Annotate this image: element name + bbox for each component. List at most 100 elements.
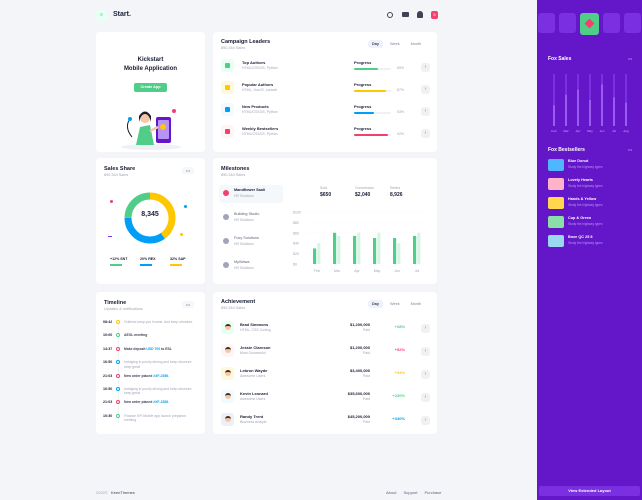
x-tick-label: Jun xyxy=(394,269,400,273)
milestone-item[interactable]: MyWawa HR Solutions xyxy=(219,257,283,275)
timeline-dot xyxy=(116,360,120,365)
sales-share-subtitle: 890,344 Sales xyxy=(104,173,129,177)
fox-bar-track xyxy=(553,74,555,126)
bestseller-item[interactable]: Cup & Green Study the highway types xyxy=(548,215,638,230)
campaign-leaders-card: Campaign Leaders 890,344 Sales Day Week … xyxy=(213,32,437,152)
footer-year: 2022© xyxy=(96,490,108,495)
achievement-status: Paid xyxy=(362,420,370,424)
tab-week[interactable]: Week xyxy=(389,42,400,46)
bestseller-item[interactable]: Blue Donut Study the highway types xyxy=(548,158,638,173)
row-arrow-button[interactable]: › xyxy=(421,63,430,72)
tab-month[interactable]: Month xyxy=(410,302,422,306)
fox-sales-menu-icon[interactable]: ••• xyxy=(628,56,633,61)
achievement-name[interactable]: Lebron Wayde xyxy=(240,368,268,373)
row-arrow-button[interactable]: › xyxy=(421,129,430,138)
timeline-item: 10:00 AEOL meeting xyxy=(96,332,205,345)
kickstart-illustration xyxy=(121,109,181,150)
achievement-name[interactable]: Brad Simmons xyxy=(240,322,269,327)
timeline-time: 16:50 xyxy=(103,360,113,365)
campaign-row-icon-glyph xyxy=(225,63,230,68)
tab-day[interactable]: Day xyxy=(368,300,383,308)
row-arrow-button[interactable]: › xyxy=(421,370,430,379)
notification-badge[interactable]: 5 xyxy=(431,11,438,19)
view-extended-layout-button[interactable]: View Extended Layout xyxy=(539,486,640,496)
milestone-stat-value: $2,040 xyxy=(355,192,371,198)
milestone-item[interactable]: Mandflower Saoli HR Solutions xyxy=(219,185,283,203)
sidebar-tab-extra[interactable] xyxy=(624,13,641,33)
achievement-tabs: Day Week Month xyxy=(368,300,425,308)
milestones-subtitle: 890,344 Sales xyxy=(221,173,246,177)
campaign-row-icon-glyph xyxy=(225,107,230,112)
kickstart-title: Kickstart xyxy=(137,57,164,63)
avatar-face-icon xyxy=(224,346,231,353)
achievement-percent: +340% xyxy=(392,416,405,421)
bell-icon[interactable] xyxy=(417,11,423,18)
footer-brand[interactable]: KeenThemes xyxy=(110,490,135,495)
row-arrow-button[interactable]: › xyxy=(421,107,430,116)
timeline-amount[interactable]: #XF-2356. xyxy=(153,373,170,378)
right-sidebar: Fox Sales ••• Feb Mar Apr May Jun Jul Aug Fox … xyxy=(537,0,642,500)
campaign-row-name[interactable]: Popular Authors xyxy=(242,82,274,87)
timeline-time: 10:00 xyxy=(103,333,113,338)
sidebar-tab-cart[interactable] xyxy=(603,13,620,33)
row-arrow-button[interactable]: › xyxy=(421,85,430,94)
achievement-name[interactable]: Jessie Clarcson xyxy=(240,345,271,350)
fox-bar xyxy=(577,89,579,126)
timeline-dot xyxy=(116,320,120,324)
search-icon[interactable] xyxy=(387,12,393,18)
milestone-item-sub: HR Solutions xyxy=(234,194,254,198)
tab-day[interactable]: Day xyxy=(368,40,383,48)
row-arrow-button[interactable]: › xyxy=(421,324,430,333)
campaign-row-name[interactable]: New Products xyxy=(242,104,269,109)
fox-bar xyxy=(589,100,591,126)
bestseller-name: Boxe QC 25 8 xyxy=(568,235,593,239)
campaign-title: Campaign Leaders xyxy=(221,39,271,45)
campaign-row-name[interactable]: Top Authors xyxy=(242,60,266,65)
sales-share-menu-button[interactable]: ••• xyxy=(182,167,194,174)
bestseller-item[interactable]: Lovely Hearts Study the highway types xyxy=(548,177,638,192)
milestone-item-sub: HR Solutions xyxy=(234,218,254,222)
sidebar-tab-layers[interactable] xyxy=(538,13,555,33)
achievement-status: Paid xyxy=(362,351,370,355)
fox-bestsellers-menu-icon[interactable]: ••• xyxy=(628,147,633,152)
achievement-title: Achievement xyxy=(221,299,256,305)
sidebar-tab-active[interactable] xyxy=(580,13,599,35)
timeline-menu-button[interactable]: ••• xyxy=(182,301,194,308)
milestone-item[interactable]: Foxy Solutions HR Solutions xyxy=(219,233,283,251)
milestone-item-name: MyWawa xyxy=(234,260,250,264)
tab-month[interactable]: Month xyxy=(410,42,422,46)
chart-bar xyxy=(357,232,361,264)
tab-week[interactable]: Week xyxy=(389,302,400,306)
milestone-item[interactable]: Building Studio HR Solutions xyxy=(219,209,283,227)
footer-link-about[interactable]: About xyxy=(386,490,397,495)
fox-bar xyxy=(565,94,567,126)
campaign-row-name[interactable]: Weekly Bestsellers xyxy=(242,126,279,131)
fox-bar xyxy=(601,84,603,126)
milestone-item-icon xyxy=(223,238,229,244)
achievement-name[interactable]: Randy Trent xyxy=(240,414,264,419)
progress-bar xyxy=(354,68,391,70)
sidebar-tab-fox[interactable] xyxy=(559,13,576,33)
message-icon[interactable] xyxy=(402,12,409,17)
timeline-amount[interactable]: #XF-2356. xyxy=(153,400,170,405)
timeline-dot xyxy=(116,346,120,351)
bestseller-thumbnail xyxy=(548,178,564,190)
footer-link-support[interactable]: Support xyxy=(403,490,418,495)
achievement-name[interactable]: Kevin Leonard xyxy=(240,391,268,396)
campaign-subtitle: 890,344 Sales xyxy=(221,46,246,50)
chart-bar xyxy=(393,238,397,264)
row-arrow-button[interactable]: › xyxy=(421,416,430,425)
achievement-row: Jessie Clarcson Most Successful $1,200,000… xyxy=(213,342,437,362)
timeline-amount[interactable]: USD 700 xyxy=(146,346,161,351)
create-app-button[interactable]: Create App xyxy=(134,83,167,92)
chart-bar xyxy=(333,232,337,264)
footer-link-purchase[interactable]: Purchase xyxy=(424,490,442,495)
header-menu-button[interactable]: ≡ xyxy=(96,10,107,21)
bestseller-item[interactable]: Hands & Yellow Study the highway types xyxy=(548,196,638,211)
bestseller-item[interactable]: Boxe QC 25 8 Study the highway types xyxy=(548,234,638,249)
fox-x-label: May xyxy=(587,129,593,133)
row-arrow-button[interactable]: › xyxy=(421,347,430,356)
row-arrow-button[interactable]: › xyxy=(421,393,430,402)
logo-text[interactable]: Start. xyxy=(113,11,131,18)
timeline-text: Indulging in poorly driving and keep str… xyxy=(124,360,196,369)
